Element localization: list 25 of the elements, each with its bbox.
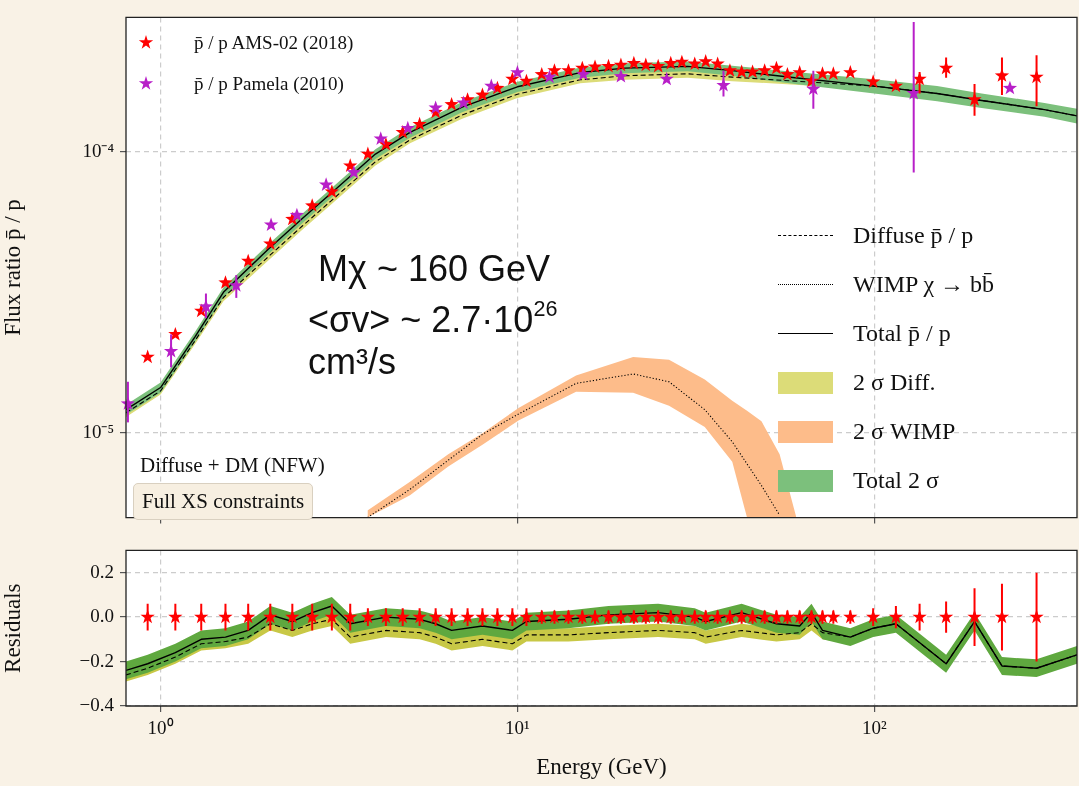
legend-label: Total 2 σ xyxy=(853,467,939,494)
annotation: Diffuse + DM (NFW) xyxy=(140,453,325,478)
x-tick-label: 10⁰ xyxy=(147,717,174,739)
y-tick-label: 10⁻⁴ xyxy=(82,139,115,161)
y-tick-label: −0.2 xyxy=(79,649,114,671)
legend-label: 2 σ Diff. xyxy=(853,369,936,396)
legend-label: p̄ / p Pamela (2010) xyxy=(194,72,344,95)
x-axis-title: Energy (GeV) xyxy=(536,754,667,780)
annotation: Mχ ~ 160 GeV xyxy=(318,248,551,290)
legend-label: WIMP χ → bb̄ xyxy=(853,271,995,298)
legend-label: 2 σ WIMP xyxy=(853,418,956,445)
y-tick-label: 10⁻⁵ xyxy=(82,420,114,442)
annotation: <σv> ~ 2.7·10$^{26}$ xyxy=(308,296,558,342)
legend-label: Diffuse p̄ / p xyxy=(853,222,974,249)
annotation: Full XS constraints xyxy=(133,483,314,520)
y-tick-label: 0.0 xyxy=(90,605,114,627)
annotation: cm³/s xyxy=(308,341,396,383)
legend-label: Total p̄ / p xyxy=(853,320,951,347)
y-axis-title: Residuals xyxy=(0,583,25,673)
y-tick-label: −0.4 xyxy=(79,693,115,715)
y-axis-title: Flux ratio p̄ / p xyxy=(0,199,25,336)
legend-label: p̄ / p AMS-02 (2018) xyxy=(194,31,354,54)
y-tick-label: 0.2 xyxy=(90,560,114,582)
x-tick-label: 10² xyxy=(861,717,887,739)
x-tick-label: 10¹ xyxy=(505,717,531,739)
